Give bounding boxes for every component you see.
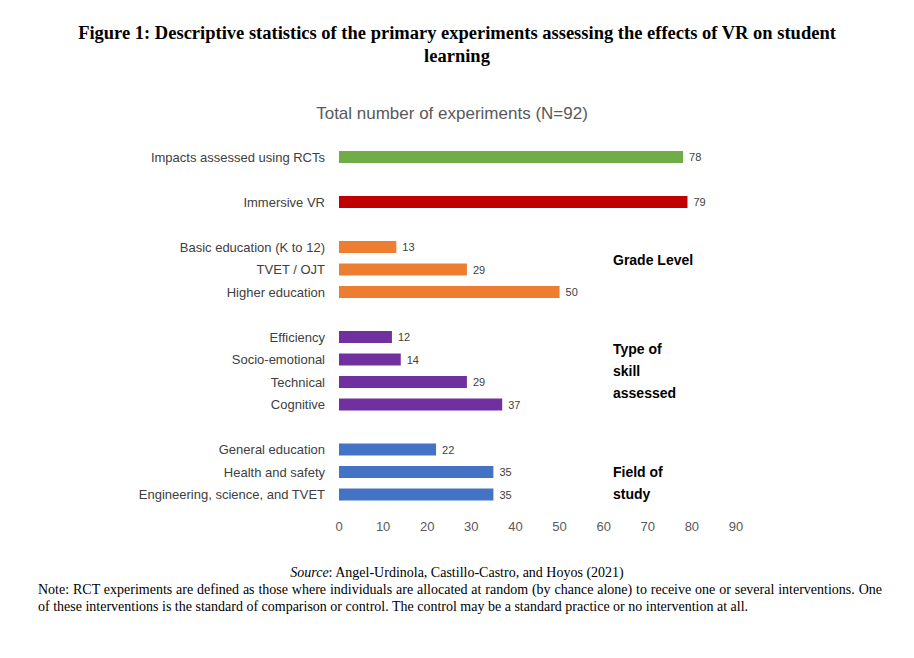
annotation: Field of: [613, 464, 663, 480]
data-label: 29: [473, 376, 485, 388]
tick-label: 40: [508, 519, 522, 534]
bar: [339, 466, 493, 478]
data-label: 35: [499, 489, 511, 501]
category-label: Socio-emotional: [232, 352, 325, 367]
bar: [339, 331, 392, 343]
source: Source: Angel-Urdinola, Castillo-Castro,…: [0, 565, 914, 581]
bar: [339, 241, 396, 253]
category-label: Immersive VR: [243, 195, 325, 210]
category-label: Cognitive: [271, 397, 325, 412]
bar: [339, 151, 683, 163]
bar: [339, 264, 467, 276]
data-label: 29: [473, 264, 485, 276]
category-label: Health and safety: [224, 465, 326, 480]
bar: [339, 399, 502, 411]
data-label: 78: [689, 151, 701, 163]
annotation: Grade Level: [613, 252, 693, 268]
subtitle: Total number of experiments (N=92): [316, 104, 588, 123]
category-label: Technical: [271, 375, 325, 390]
tick-label: 90: [729, 519, 743, 534]
category-label: Basic education (K to 12): [180, 240, 325, 255]
annotation: skill: [613, 363, 640, 379]
category-label: Impacts assessed using RCTs: [151, 150, 326, 165]
tick-label: 80: [685, 519, 699, 534]
category-label: Higher education: [227, 285, 325, 300]
category-label: Engineering, science, and TVET: [139, 487, 325, 502]
bar: [339, 354, 401, 366]
data-label: 14: [407, 354, 419, 366]
note: Note: RCT experiments are defined as tho…: [38, 581, 882, 615]
tick-label: 50: [552, 519, 566, 534]
tick-label: 10: [376, 519, 390, 534]
tick-label: 20: [420, 519, 434, 534]
bars: [339, 151, 687, 501]
data-label: 12: [398, 331, 410, 343]
tick-label: 70: [641, 519, 655, 534]
data-label: 50: [566, 286, 578, 298]
title: Figure 1: Descriptive statistics of the …: [47, 22, 867, 68]
tick-label: 60: [596, 519, 610, 534]
bar: [339, 286, 560, 298]
data-label: 37: [508, 399, 520, 411]
data-label: 35: [499, 466, 511, 478]
bar: [339, 376, 467, 388]
bar: [339, 489, 493, 501]
data-label: 13: [402, 241, 414, 253]
bar: [339, 196, 687, 208]
data-label: 22: [442, 444, 454, 456]
category-label: Efficiency: [270, 330, 326, 345]
tick-label: 0: [335, 519, 342, 534]
tick-label: 30: [464, 519, 478, 534]
data-label: 79: [693, 196, 705, 208]
bar: [339, 444, 436, 456]
category-label: General education: [219, 442, 325, 457]
category-label: TVET / OJT: [257, 262, 325, 277]
annotation: study: [613, 486, 651, 502]
chart: Total number of experiments (N=92) 78 Impa…: [0, 0, 914, 658]
annotation: assessed: [613, 385, 676, 401]
annotation: Type of: [613, 341, 662, 357]
